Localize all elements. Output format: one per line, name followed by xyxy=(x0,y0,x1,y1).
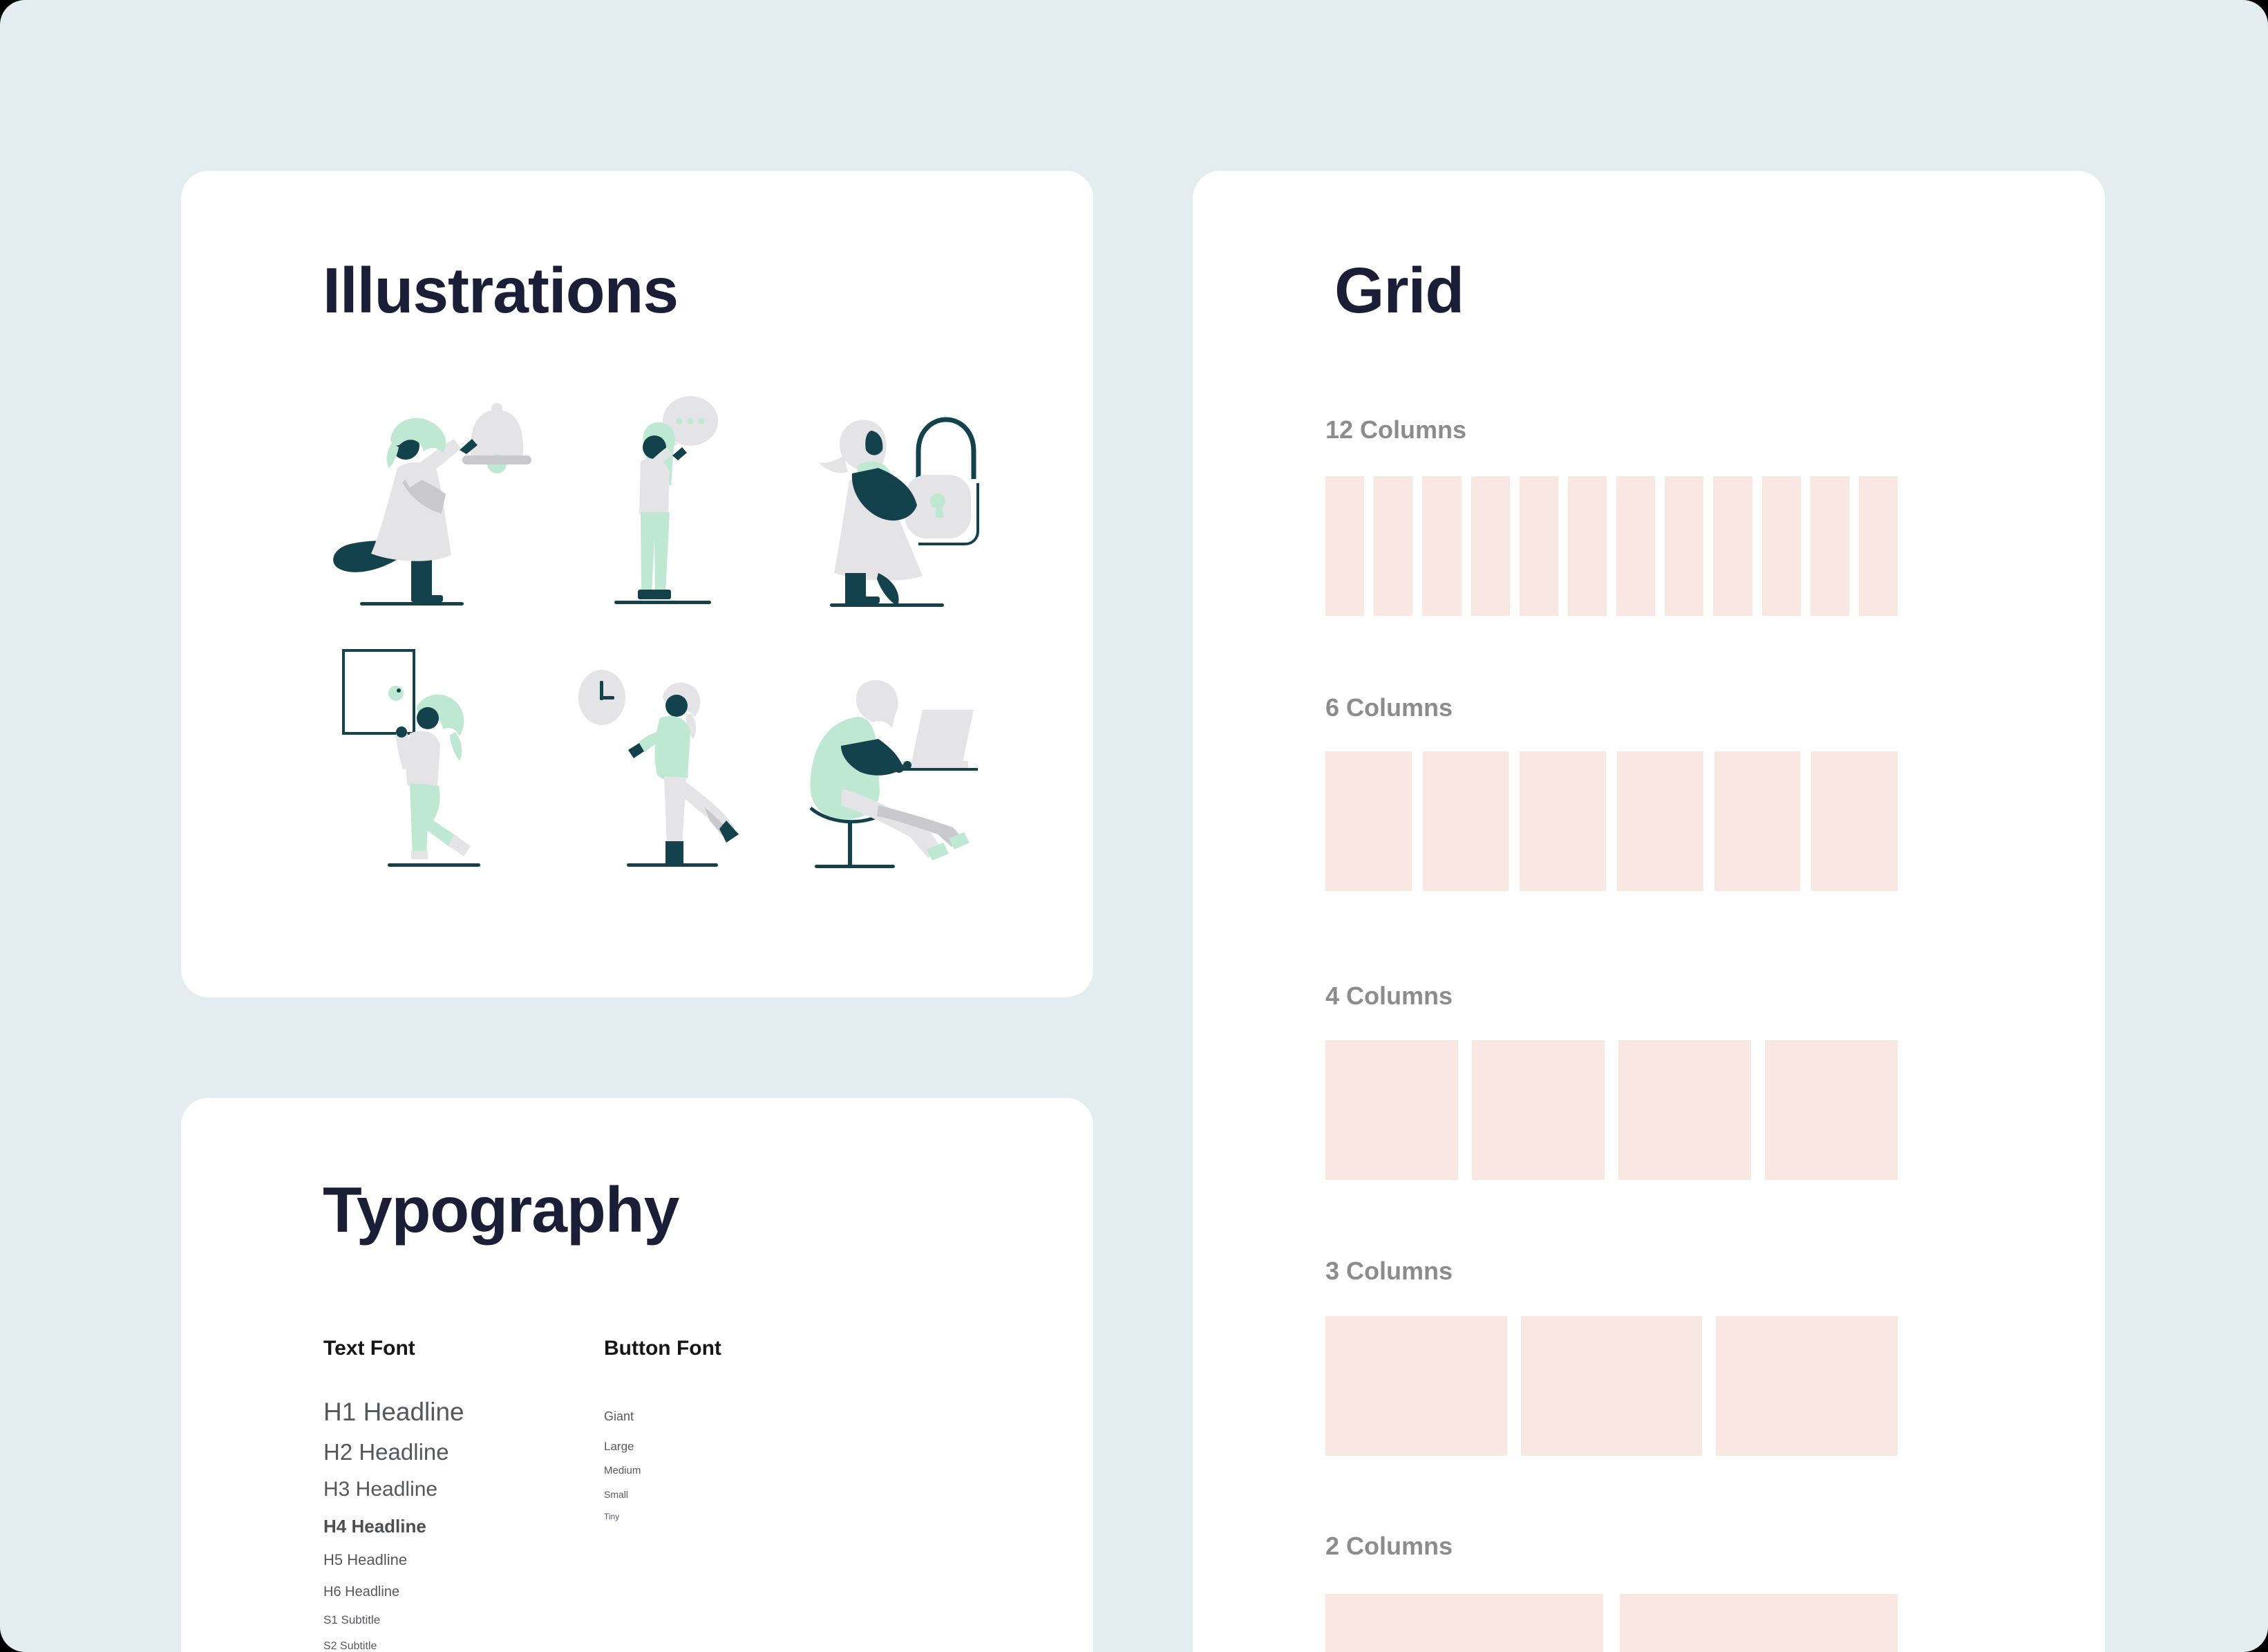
grid-column-block xyxy=(1325,751,1412,891)
typography-card: Typography Text Font Button Font H1 Head… xyxy=(181,1098,1093,1652)
bell-illustration-icon xyxy=(333,403,531,606)
text-font-heading: Text Font xyxy=(323,1337,415,1360)
button-font-heading: Button Font xyxy=(604,1337,721,1360)
grid-card: Grid 12 Columns 6 Columns 4 Columns 3 Co… xyxy=(1193,171,2105,1652)
grid-column-block xyxy=(1422,751,1509,891)
grid-column-block xyxy=(1325,1040,1458,1180)
grid-column-block xyxy=(1520,1316,1703,1456)
grid-column-block xyxy=(1810,476,1849,616)
button-font-sample-large: Large xyxy=(604,1440,634,1453)
grid-column-block xyxy=(1858,476,1898,616)
illustration-padlock xyxy=(767,378,992,613)
grid-card-title: Grid xyxy=(1334,254,1464,326)
text-font-sample-h4: H4 Headline xyxy=(323,1516,426,1537)
text-font-sample-s1: S1 Subtitle xyxy=(323,1613,381,1626)
grid-column-block xyxy=(1325,1594,1603,1652)
button-font-sample-small: Small xyxy=(604,1489,629,1500)
grid-row-6-columns xyxy=(1325,751,1898,891)
text-font-sample-h2: H2 Headline xyxy=(323,1439,449,1465)
button-font-sample-giant: Giant xyxy=(604,1409,634,1423)
illustrations-card-title: Illustrations xyxy=(323,254,679,326)
text-font-sample-h5: H5 Headline xyxy=(323,1551,408,1568)
grid-section-label-12: 12 Columns xyxy=(1325,415,1467,444)
grid-column-block xyxy=(1520,751,1607,891)
illustrations-grid xyxy=(316,378,994,876)
grid-column-block xyxy=(1617,751,1703,891)
grid-row-4-columns xyxy=(1325,1040,1898,1180)
grid-column-block xyxy=(1325,476,1365,616)
grid-column-block xyxy=(1422,476,1462,616)
padlock-illustration-icon xyxy=(819,417,979,607)
grid-column-block xyxy=(1765,1040,1898,1180)
grid-column-block xyxy=(1616,476,1656,616)
button-font-sample-tiny: Tiny xyxy=(604,1512,620,1521)
illustration-board xyxy=(316,641,542,876)
illustration-bell xyxy=(316,378,542,613)
grid-section-label-4: 4 Columns xyxy=(1325,982,1453,1010)
illustration-speech-bubble xyxy=(542,378,767,613)
grid-column-block xyxy=(1618,1040,1751,1180)
grid-column-block xyxy=(1472,1040,1605,1180)
grid-column-block xyxy=(1665,476,1704,616)
text-font-sample-s2: S2 Subtitle xyxy=(323,1640,377,1652)
grid-row-2-columns xyxy=(1325,1594,1898,1652)
grid-section-label-3: 3 Columns xyxy=(1325,1257,1453,1285)
grid-column-block xyxy=(1374,476,1413,616)
grid-column-block xyxy=(1713,476,1752,616)
illustration-clock xyxy=(542,641,767,876)
board-illustration-icon xyxy=(342,649,480,867)
grid-column-block xyxy=(1716,1316,1898,1456)
clock-illustration-icon xyxy=(578,670,739,867)
laptop-illustration-icon xyxy=(809,679,978,868)
speech-bubble-illustration-icon xyxy=(614,396,718,604)
typography-card-title: Typography xyxy=(323,1174,679,1246)
grid-column-block xyxy=(1567,476,1607,616)
grid-column-block xyxy=(1714,751,1801,891)
grid-column-block xyxy=(1811,751,1898,891)
button-font-sample-medium: Medium xyxy=(604,1465,641,1476)
text-font-sample-h6: H6 Headline xyxy=(323,1584,400,1599)
illustration-laptop xyxy=(767,641,992,876)
grid-section-label-6: 6 Columns xyxy=(1325,693,1453,722)
grid-section-label-2: 2 Columns xyxy=(1325,1532,1453,1560)
grid-column-block xyxy=(1620,1594,1898,1652)
grid-row-12-columns xyxy=(1325,476,1898,616)
grid-column-block xyxy=(1471,476,1510,616)
text-font-sample-h1: H1 Headline xyxy=(323,1398,464,1426)
text-font-sample-h3: H3 Headline xyxy=(323,1478,438,1501)
grid-row-3-columns xyxy=(1325,1316,1898,1456)
grid-column-block xyxy=(1325,1316,1507,1456)
illustrations-card: Illustrations xyxy=(181,171,1093,997)
grid-column-block xyxy=(1761,476,1801,616)
grid-column-block xyxy=(1519,476,1558,616)
